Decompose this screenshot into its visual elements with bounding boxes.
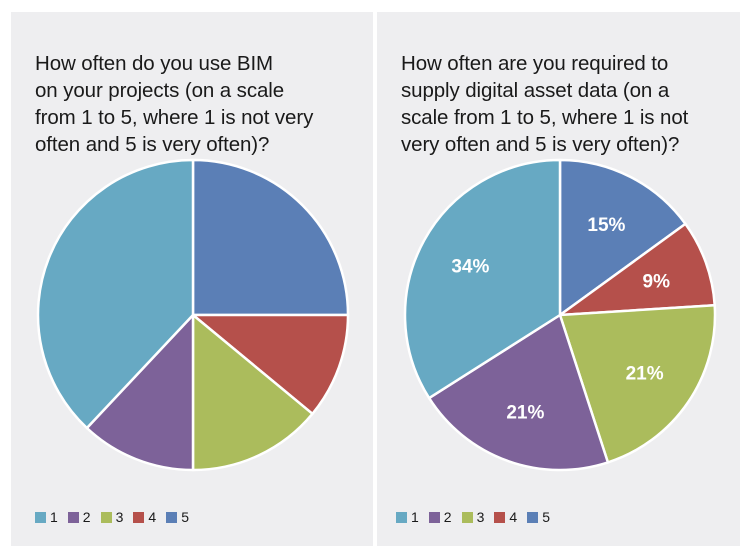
pie-chart [36,158,350,472]
data-label-3: 21% [626,364,664,385]
legend-swatch [67,511,79,523]
title-line: supply digital asset data (on a [401,79,670,102]
data-label-1: 34% [451,257,489,278]
legend-label: 2 [443,509,452,525]
title-line: How often are you required to [401,52,669,75]
legend-label: 3 [115,509,124,525]
chart-title: How often are you required to supply dig… [401,50,726,158]
pie-slice-3 [558,304,717,464]
legend-swatch [100,511,112,523]
legend-label: 4 [509,509,518,525]
pie-chart: 15% 9% 21% 21% 34% [403,158,717,472]
legend-item-4: 4 [133,509,156,525]
legend-item-1: 1 [396,509,419,525]
legend-swatch [166,511,178,523]
pie-slice-1 [36,158,195,430]
pie-slice-1 [403,158,562,400]
legend-item-5: 5 [166,509,189,525]
legend-swatch [494,511,506,523]
legend-swatch [133,511,145,523]
pie-slice-4 [558,222,716,317]
legend: 1 2 3 4 5 [396,509,560,525]
data-label-2: 21% [506,402,544,423]
legend-item-4: 4 [494,509,517,525]
chart-title: How often do you use BIM on your project… [35,50,355,158]
title-line: on your projects (on a scale [35,79,285,102]
legend-item-1: 1 [35,509,58,525]
legend-label: 3 [476,509,485,525]
title-line: scale from 1 to 5, where 1 is not [401,106,689,129]
data-label-4: 9% [643,271,671,292]
pie-slice-2 [85,313,195,472]
title-line: How often do you use BIM [35,52,274,75]
pie-slice-4 [191,313,350,416]
legend-item-2: 2 [67,509,91,525]
pie-slice-5 [558,158,687,317]
legend-item-3: 3 [461,509,485,525]
legend-label: 5 [542,509,550,525]
legend-label: 5 [181,509,189,525]
legend-swatch [527,511,539,523]
pie-slice-3 [191,313,314,472]
title-line: from 1 to 5, where 1 is not very [35,106,314,129]
legend-swatch [35,511,46,523]
legend-swatch [396,511,407,523]
legend-item-5: 5 [527,509,550,525]
legend-label: 1 [411,509,419,525]
legend-item-3: 3 [100,509,124,525]
legend: 1 2 3 4 5 [35,509,199,525]
title-line: very often and 5 is very often)? [401,133,680,156]
legend-swatch [428,511,440,523]
legend-label: 4 [148,509,157,525]
legend-swatch [461,511,473,523]
title-line: often and 5 is very often)? [35,133,270,156]
legend-item-2: 2 [428,509,452,525]
chart-panel-bim-usage: How often do you use BIM on your project… [11,12,373,546]
legend-label: 1 [50,509,58,525]
pie-slice-5 [191,158,350,317]
pie-slice-2 [427,313,610,472]
data-label-5: 15% [587,215,625,236]
legend-label: 2 [82,509,91,525]
chart-panel-digital-asset-data: How often are you required to supply dig… [377,12,740,546]
